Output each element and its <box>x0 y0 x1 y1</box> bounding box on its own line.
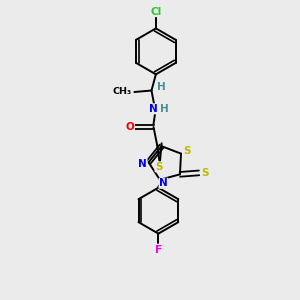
Text: H: H <box>157 82 165 92</box>
Text: O: O <box>126 122 134 132</box>
Text: Cl: Cl <box>150 7 161 16</box>
Text: N: N <box>159 178 168 188</box>
Text: F: F <box>155 244 162 254</box>
Text: N: N <box>138 159 147 169</box>
Text: S: S <box>184 146 191 156</box>
Text: N: N <box>149 104 158 114</box>
Text: S: S <box>155 162 163 172</box>
Text: CH₃: CH₃ <box>113 88 132 97</box>
Text: H: H <box>160 104 169 114</box>
Text: S: S <box>201 168 209 178</box>
